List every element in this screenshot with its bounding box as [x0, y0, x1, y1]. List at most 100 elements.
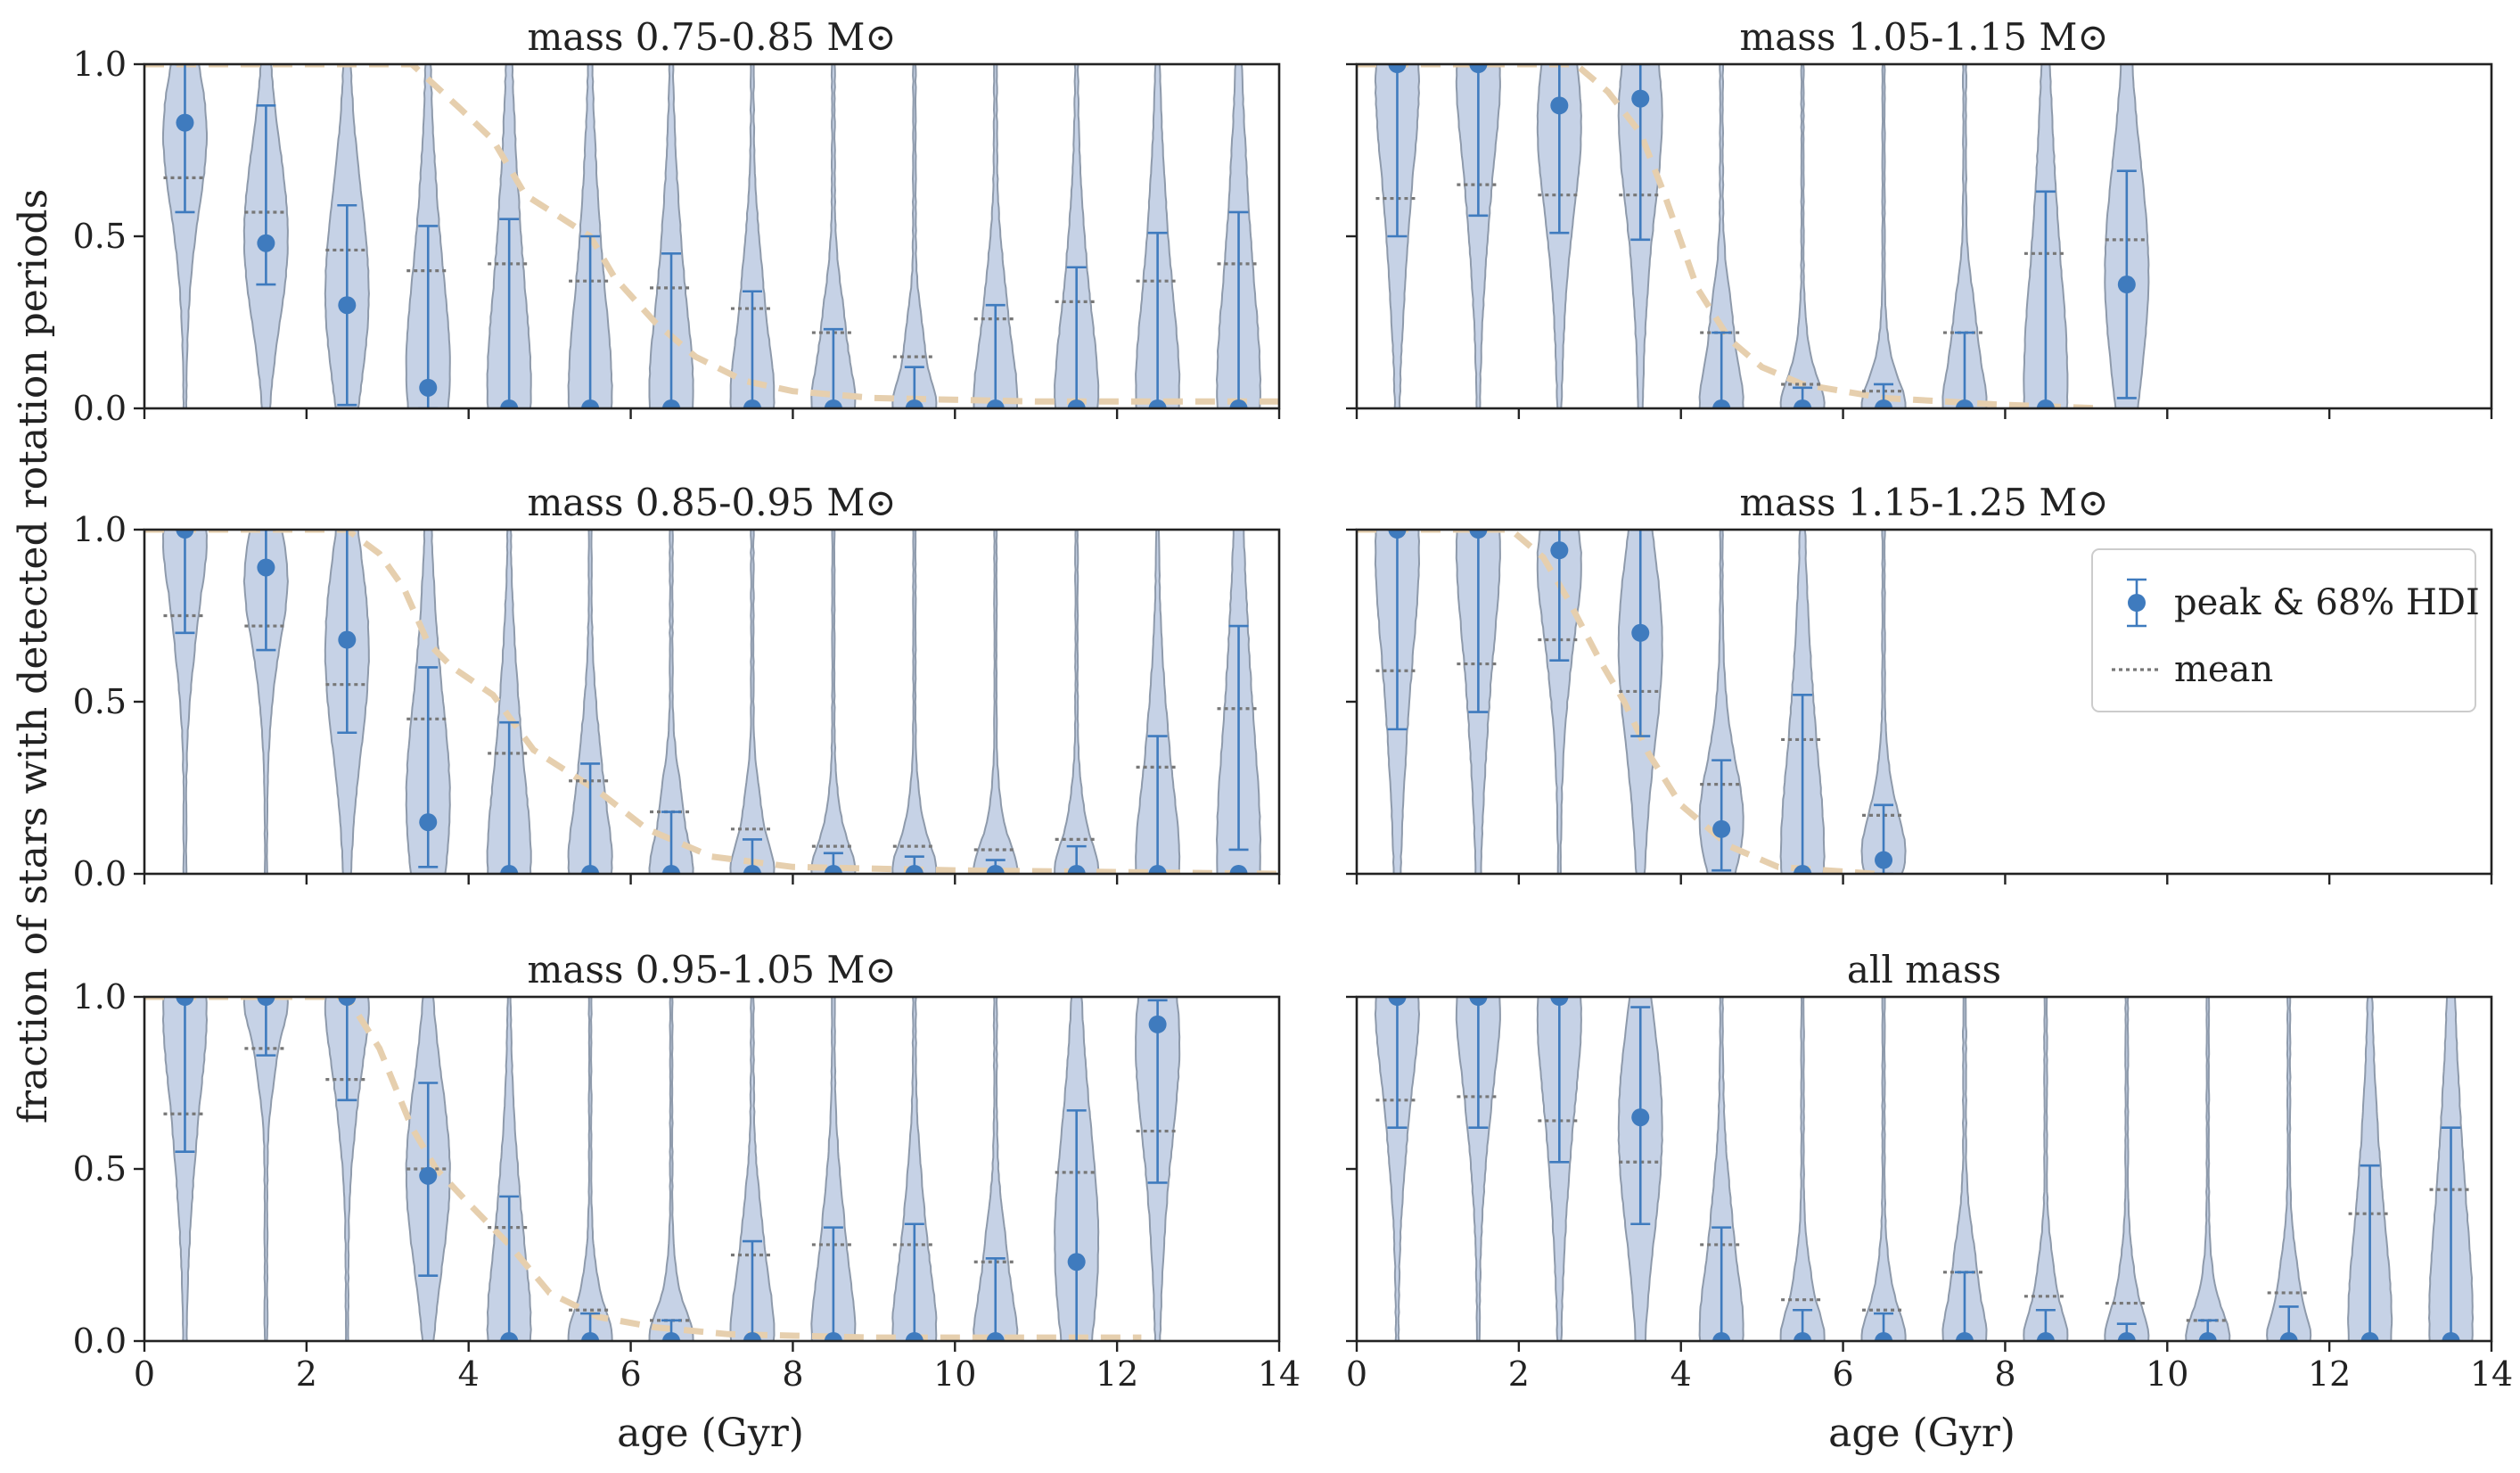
- x-tick-label: 0: [134, 1354, 155, 1394]
- peak-marker: [1469, 64, 1488, 73]
- violin: [242, 530, 289, 874]
- peak-marker: [1712, 1332, 1731, 1341]
- panels: 0.0 0.5 1.0 mass 0.75-0.85 M⊙ mass 1.05-1.15…: [73, 15, 2514, 1394]
- panel-title: mass 0.85-0.95 M⊙: [527, 481, 896, 524]
- peak-marker: [419, 1166, 438, 1185]
- peak-marker: [1229, 399, 1248, 408]
- y-tick-label: 0.0: [73, 854, 127, 893]
- y-tick-label: 1.0: [73, 45, 127, 84]
- y-tick-label: 0.5: [73, 1149, 127, 1189]
- peak-marker: [1388, 530, 1407, 539]
- peak-marker: [2360, 1332, 2379, 1341]
- legend-entry-mean: mean: [2174, 649, 2273, 690]
- plot-area: [144, 997, 1181, 1341]
- violin: [891, 64, 938, 408]
- peak-marker: [1875, 851, 1893, 869]
- violin: [1779, 997, 1826, 1341]
- peak-marker: [257, 234, 275, 252]
- violin: [1135, 530, 1181, 874]
- violin: [1374, 997, 1421, 1341]
- violin: [242, 997, 289, 1341]
- peak-marker: [1388, 64, 1407, 73]
- peak-marker: [1469, 997, 1488, 1006]
- peak-marker: [1148, 399, 1167, 408]
- peak-marker: [743, 1332, 761, 1341]
- panel-2: mass 1.05-1.15 M⊙: [1346, 15, 2493, 419]
- violin: [1455, 997, 1501, 1341]
- peak-marker: [1712, 819, 1731, 838]
- violin: [2104, 997, 2150, 1341]
- peak-marker: [1712, 399, 1731, 408]
- peak-marker: [1631, 1108, 1650, 1127]
- peak-marker: [581, 1332, 600, 1341]
- violin: [1536, 64, 1582, 408]
- model-curve: [1357, 530, 1876, 874]
- violin: [486, 530, 532, 874]
- peak-marker: [1148, 865, 1167, 874]
- y-tick-label: 0.0: [73, 1321, 127, 1361]
- legend-marker-icon: [2128, 594, 2146, 612]
- x-tick-label: 4: [1670, 1354, 1692, 1394]
- violin: [1698, 64, 1744, 408]
- peak-marker: [338, 296, 357, 315]
- peak-marker: [1794, 1332, 1812, 1341]
- peak-marker: [1794, 865, 1812, 874]
- peak-marker: [419, 378, 438, 397]
- peak-marker: [2036, 399, 2055, 408]
- violin: [810, 997, 857, 1341]
- peak-marker: [824, 1332, 842, 1341]
- panel-title: mass 0.75-0.85 M⊙: [527, 15, 896, 59]
- peak-marker: [176, 997, 194, 1006]
- peak-marker: [1550, 997, 1569, 1006]
- model-curve: [144, 64, 1279, 405]
- y-axis-label: fraction of stars with detected rotation…: [11, 189, 56, 1123]
- plot-area: [144, 530, 1279, 874]
- violin: [1860, 64, 1907, 408]
- x-tick-label: 2: [1508, 1354, 1530, 1394]
- violin: [810, 530, 857, 874]
- plot-area: [1357, 530, 1907, 874]
- peak-marker: [986, 399, 1005, 408]
- peak-marker: [1875, 399, 1893, 408]
- peak-marker: [905, 1332, 923, 1341]
- peak-marker: [500, 865, 519, 874]
- peak-marker: [1794, 399, 1812, 408]
- legend: peak & 68% HDI mean: [2091, 548, 2480, 712]
- peak-marker: [1469, 530, 1488, 539]
- x-tick-label: 0: [1346, 1354, 1367, 1394]
- y-tick-label: 1.0: [73, 510, 127, 549]
- peak-marker: [662, 399, 681, 408]
- violin: [810, 64, 857, 408]
- x-tick-label: 6: [1832, 1354, 1853, 1394]
- violin: [648, 530, 694, 874]
- violin: [1941, 997, 1988, 1341]
- violin: [648, 64, 694, 408]
- violin: [567, 997, 613, 1341]
- violin: [567, 530, 613, 874]
- violin: [648, 997, 694, 1341]
- peak-marker: [2117, 1332, 2136, 1341]
- legend-box: [2091, 548, 2476, 712]
- peak-marker: [2442, 1332, 2460, 1341]
- plot-area: [1357, 64, 2150, 408]
- panel-5: 0 2 4 6 8 10 12 14 0.0 0.5 1.0 mass 0.95-1.05 M⊙: [73, 948, 1301, 1394]
- peak-marker: [338, 630, 357, 649]
- peak-marker: [1631, 89, 1650, 108]
- violin: [2266, 997, 2312, 1341]
- violin: [1779, 64, 1826, 408]
- violin: [1860, 997, 1907, 1341]
- peak-marker: [257, 997, 275, 1006]
- peak-marker: [1067, 865, 1086, 874]
- peak-marker: [1388, 997, 1407, 1006]
- peak-marker: [824, 865, 842, 874]
- peak-marker: [1631, 623, 1650, 642]
- x-tick-label: 10: [2146, 1354, 2188, 1394]
- violin: [2185, 997, 2231, 1341]
- peak-marker: [1067, 1253, 1086, 1271]
- violin: [1698, 530, 1744, 874]
- violin: [891, 997, 938, 1341]
- peak-marker: [581, 865, 600, 874]
- panel-title: all mass: [1847, 948, 2001, 992]
- peak-marker: [662, 1332, 681, 1341]
- peak-marker: [581, 399, 600, 408]
